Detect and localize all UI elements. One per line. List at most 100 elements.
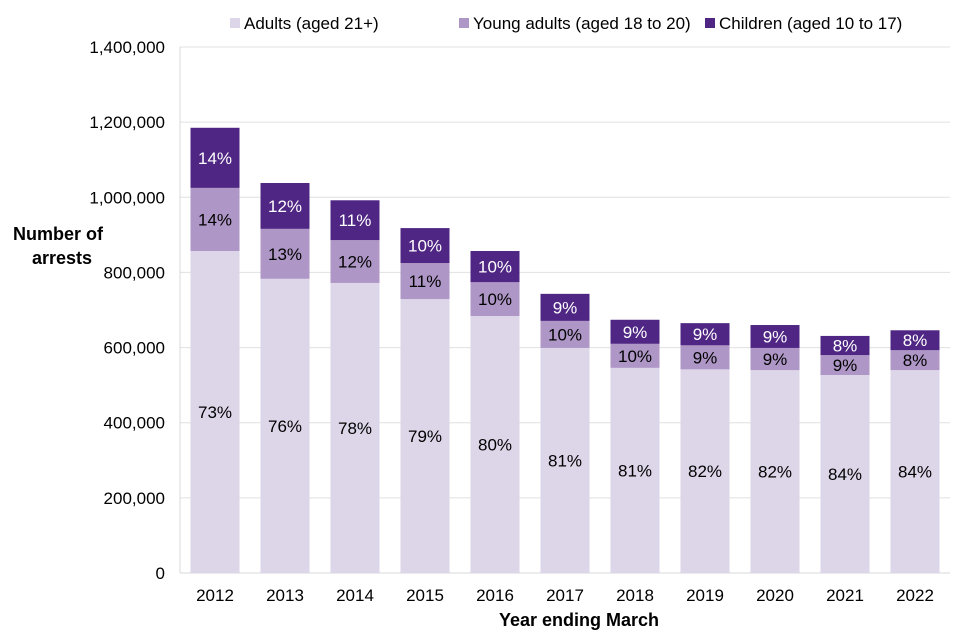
data-label: 9% [553, 298, 578, 317]
bar-group-2020: 82% 9% 9% [750, 325, 800, 573]
bar-group-2014: 78% 12% 11% [330, 200, 380, 573]
bar-segment [540, 293, 590, 321]
bar-segment [190, 187, 240, 252]
bar-segment [820, 335, 870, 356]
data-label: 11% [339, 211, 372, 230]
bar-segment [400, 228, 450, 264]
bar-segment [470, 251, 520, 283]
legend-swatch [230, 18, 240, 28]
bar-segment [820, 374, 870, 573]
bar-segment [680, 345, 730, 370]
bar-segment [330, 200, 380, 241]
y-axis-label-line-2: arrests [32, 248, 92, 268]
bar-group-2018: 81% 10% 9% [610, 319, 660, 573]
data-label: 84% [828, 465, 862, 484]
bar-segment [470, 316, 520, 573]
bar-group-2021: 84% 9%8% [820, 335, 870, 573]
x-tick-label: 2016 [476, 586, 514, 605]
bar-segment [540, 347, 590, 573]
bar-segment [680, 369, 730, 573]
y-axis-ticks: 0 200,000 400,000 600,000 800,000 1,000,000 1,… [89, 38, 165, 583]
x-tick-label: 2012 [196, 586, 234, 605]
bar-segment [400, 263, 450, 300]
legend-swatch [459, 18, 469, 28]
data-label: 10% [478, 290, 512, 309]
data-label: 73% [198, 403, 232, 422]
y-tick-label: 0 [156, 564, 165, 583]
data-label: 14% [198, 210, 232, 229]
bar-segment [610, 319, 660, 344]
x-tick-label: 2014 [336, 586, 374, 605]
x-tick-label: 2021 [826, 586, 864, 605]
bar-segment [330, 240, 380, 283]
data-label: 82% [758, 463, 792, 482]
y-tick-label: 800,000 [104, 263, 165, 282]
bar-segment [750, 370, 800, 573]
data-label: 9% [833, 356, 858, 375]
bar-segment [260, 183, 310, 229]
x-tick-label: 2020 [756, 586, 794, 605]
bar-segment [750, 347, 800, 371]
x-tick-label: 2018 [616, 586, 654, 605]
legend-label: Young adults (aged 18 to 20) [473, 14, 691, 33]
bar-segment [260, 228, 310, 279]
data-label: 8% [903, 331, 928, 350]
legend-label: Adults (aged 21+) [244, 14, 379, 33]
data-label: 9% [693, 348, 718, 367]
y-tick-label: 400,000 [104, 414, 165, 433]
bar-segment [890, 350, 940, 371]
bar-segment [330, 282, 380, 573]
data-label: 9% [693, 325, 718, 344]
data-label: 9% [763, 350, 788, 369]
bar-segment [540, 320, 590, 348]
bar-segment [260, 278, 310, 573]
data-label: 84% [898, 463, 932, 482]
data-label: 10% [548, 325, 582, 344]
data-label: 10% [618, 347, 652, 366]
x-tick-label: 2017 [546, 586, 584, 605]
bar-segment [890, 370, 940, 573]
legend: Adults (aged 21+) Young adults (aged 18 t… [230, 14, 902, 33]
data-label: 8% [903, 351, 928, 370]
data-label: 81% [548, 451, 582, 470]
data-label: 9% [623, 323, 648, 342]
bar-group-2022: 84% 8%8% [890, 330, 940, 573]
y-tick-label: 600,000 [104, 339, 165, 358]
data-label: 81% [618, 461, 652, 480]
data-label: 76% [268, 417, 302, 436]
bar-segment [890, 330, 940, 351]
y-tick-label: 200,000 [104, 489, 165, 508]
y-tick-label: 1,000,000 [89, 188, 165, 207]
y-tick-label: 1,400,000 [89, 38, 165, 57]
data-label: 13% [268, 245, 302, 264]
data-label: 80% [478, 436, 512, 455]
bar-group-2016: 80% 10% 10% [470, 251, 520, 573]
data-label: 11% [409, 272, 442, 291]
bar-segment [610, 367, 660, 573]
bar-segment [820, 355, 870, 375]
y-tick-label: 1,200,000 [89, 113, 165, 132]
x-tick-label: 2022 [896, 586, 934, 605]
legend-swatch [705, 18, 715, 28]
data-label: 12% [268, 197, 302, 216]
bar-segment [470, 282, 520, 317]
bar-segment [190, 251, 240, 573]
x-axis-label: Year ending March [499, 610, 659, 630]
data-label: 8% [833, 337, 858, 356]
data-label: 79% [408, 427, 442, 446]
data-label: 10% [408, 237, 442, 256]
legend-label: Children (aged 10 to 17) [719, 14, 902, 33]
bar-group-2015: 79% 11% 10% [400, 228, 450, 573]
data-label: 9% [763, 327, 788, 346]
bar-segment [610, 343, 660, 368]
bar-group-2019: 82% 9% 9% [680, 323, 730, 573]
bar-group-2013: 76% 13% 12% [260, 183, 310, 573]
y-axis-label-line-1: Number of [13, 224, 104, 244]
x-tick-label: 2013 [266, 586, 304, 605]
bar-segment [680, 323, 730, 346]
data-label: 14% [198, 149, 232, 168]
x-tick-label: 2019 [686, 586, 724, 605]
bar-segment [750, 325, 800, 348]
bar-segment [400, 299, 450, 573]
